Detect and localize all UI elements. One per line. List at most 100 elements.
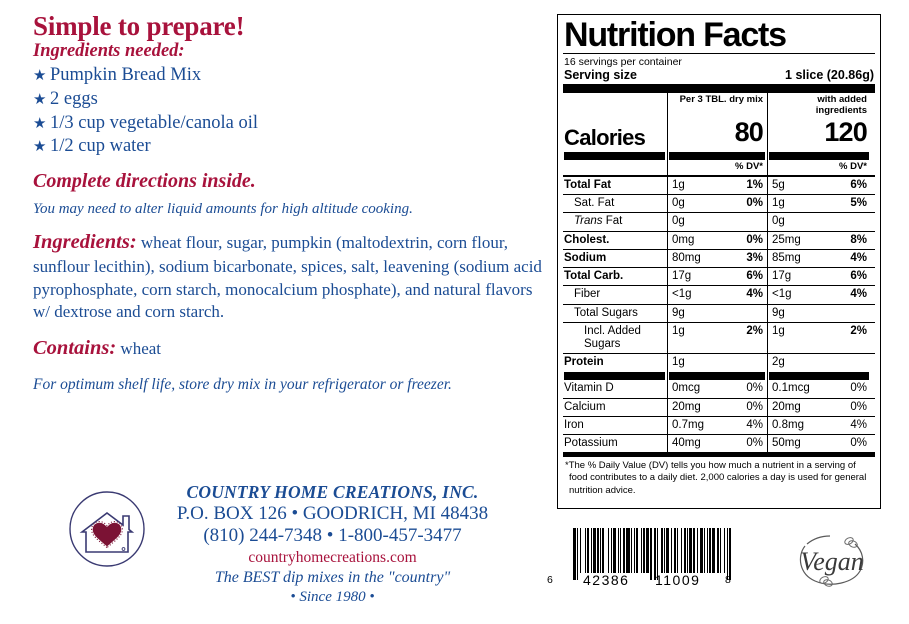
company-website[interactable]: countryhomecreations.com [248, 548, 417, 566]
micronutrient-amount: 0.8mg [772, 418, 804, 431]
nutrient-amount: 9g [672, 306, 685, 319]
nutrient-value-c1: 17g 6% [667, 268, 767, 286]
nutrient-name: Cholest. [564, 233, 610, 246]
serving-size-value: 1 slice (20.86g) [785, 67, 874, 82]
serving-size-label: Serving size [564, 67, 637, 82]
barcode-bar [676, 528, 678, 573]
barcode-bar [693, 528, 696, 573]
barcode-bar [687, 528, 689, 573]
contains-paragraph: Contains: wheat [33, 337, 553, 360]
nutrient-amount: 1g [672, 356, 685, 369]
row-divider [563, 194, 875, 196]
nutrient-dv: 2% [746, 324, 763, 337]
list-item: ★ 1/2 cup water [33, 135, 553, 159]
barcode-bar [612, 528, 616, 573]
barcode-bar [656, 528, 658, 580]
nutrient-amount: 9g [772, 306, 785, 319]
product-info-panel: Simple to prepare! Ingredients needed: ★… [33, 12, 553, 394]
nutrient-dv: 3% [746, 251, 763, 264]
company-phones: (810) 244-7348 • 1-800-457-3477 [203, 525, 462, 547]
company-tagline: The BEST dip mixes in the "country" [214, 568, 451, 586]
star-icon: ★ [33, 68, 47, 85]
barcode-bar [623, 528, 626, 573]
ingredients-label: Ingredients: [33, 230, 137, 253]
barcode-bar [590, 528, 592, 573]
nutrient-row: Incl. Added Sugars 1g 2% 1g 2% [563, 322, 875, 354]
barcode-bar [723, 528, 725, 573]
nutrient-amount: 0g [772, 215, 785, 228]
barcode-bar [646, 528, 650, 573]
barcode-bar [653, 528, 656, 580]
nutrient-amount: 0mg [672, 233, 695, 246]
divider-thick [563, 83, 875, 93]
calories-value-col1: 80 [734, 116, 764, 147]
micronutrient-amount: 0mcg [672, 382, 701, 395]
nutrient-dv: 8% [850, 233, 867, 246]
nutrient-row: Fiber <1g 4% <1g 4% [563, 286, 875, 304]
nutrient-value-c1: 0g [667, 213, 767, 231]
barcode-bar [610, 528, 612, 573]
nutrient-name: Sodium [564, 251, 607, 264]
nutrient-row: Cholest. 0mg 0% 25mg 8% [563, 231, 875, 249]
contains-label: Contains: [33, 336, 117, 359]
barcode-bar [573, 528, 577, 580]
star-icon: ★ [33, 115, 47, 132]
micronutrient-amount: 0.1mcg [772, 382, 810, 395]
list-item-label: 1/2 cup water [50, 136, 151, 157]
nutrient-name: Incl. Added Sugars [584, 324, 641, 350]
row-divider [563, 434, 875, 436]
barcode-bar [699, 528, 703, 573]
micronutrient-value-c2: 20mg 0% [767, 398, 871, 416]
nutrient-amount: 1g [772, 197, 785, 210]
row-divider [563, 248, 875, 250]
vegan-badge: Vegan [795, 530, 870, 592]
nutrient-amount: 17g [672, 270, 692, 283]
list-item: ★ 2 eggs [33, 88, 553, 112]
barcode-bar [626, 528, 630, 573]
barcode-bar [709, 528, 712, 573]
nutrient-name: Fiber [574, 288, 601, 301]
nutrient-dv: 2% [850, 324, 867, 337]
calories-value-col2: 120 [824, 116, 867, 147]
row-divider [563, 230, 875, 232]
micronutrient-row: Iron 0.7mg 4% 0.8mg 4% [563, 416, 875, 435]
micronutrient-rows: Vitamin D 0mcg 0% 0.1mcg 0% Calcium 20mg 0% 20mg… [563, 380, 875, 453]
micronutrient-value-c2: 0.8mg 4% [767, 416, 871, 435]
nutrient-value-c2: 2g [767, 354, 871, 372]
nutrition-facts-title: Nutrition Facts [563, 15, 875, 54]
micronutrient-dv: 0% [850, 400, 867, 413]
nutrient-value-c2: 25mg 8% [767, 231, 871, 249]
barcode-bar [689, 528, 693, 573]
nutrient-row: Trans Fat 0g 0g [563, 213, 875, 231]
nutrient-value-c2: 1g 2% [767, 322, 871, 354]
barcode-bar [597, 528, 600, 573]
nutrient-amount: 5g [772, 178, 785, 191]
needed-ingredients-list: ★ Pumpkin Bread Mix ★ 2 eggs ★ 1/3 cup vege… [33, 64, 553, 159]
nutrient-row: Total Fat 1g 1% 5g 6% [563, 176, 875, 195]
row-divider [563, 267, 875, 269]
nutrient-rows: Total Fat 1g 1% 5g 6% Sat. Fat 0g 0% 1g 5% Trans F… [563, 176, 875, 372]
barcode-bar [580, 528, 582, 573]
nutrient-amount: 0g [672, 215, 685, 228]
micronutrient-dv: 4% [746, 418, 763, 431]
barcode-group-2: 11009 [655, 572, 701, 588]
barcode-bar [607, 528, 609, 573]
micronutrient-dv: 0% [850, 382, 867, 395]
micronutrient-name: Calcium [564, 400, 606, 413]
nutrient-row: Total Carb. 17g 6% 17g 6% [563, 268, 875, 286]
star-icon: ★ [33, 91, 47, 108]
dv-header-row: % DV* % DV* [563, 159, 875, 175]
barcode-bar [620, 528, 622, 573]
barcode-bar [728, 528, 732, 580]
barcode-bar [641, 528, 643, 573]
barcode-bar [703, 528, 705, 573]
nutrient-name: Trans Fat [574, 215, 623, 228]
nutrient-amount: 1g [672, 178, 685, 191]
barcode-bar [618, 528, 620, 573]
daily-value-footnote: *The % Daily Value (DV) tells you how mu… [565, 460, 867, 496]
nutrient-value-c1: 80mg 3% [667, 249, 767, 268]
nutrient-row: Protein 1g 2g [563, 354, 875, 372]
barcode-bar [577, 528, 579, 580]
list-item-label: Pumpkin Bread Mix [50, 65, 202, 86]
serving-size-row: Serving size 1 slice (20.86g) [563, 68, 875, 84]
